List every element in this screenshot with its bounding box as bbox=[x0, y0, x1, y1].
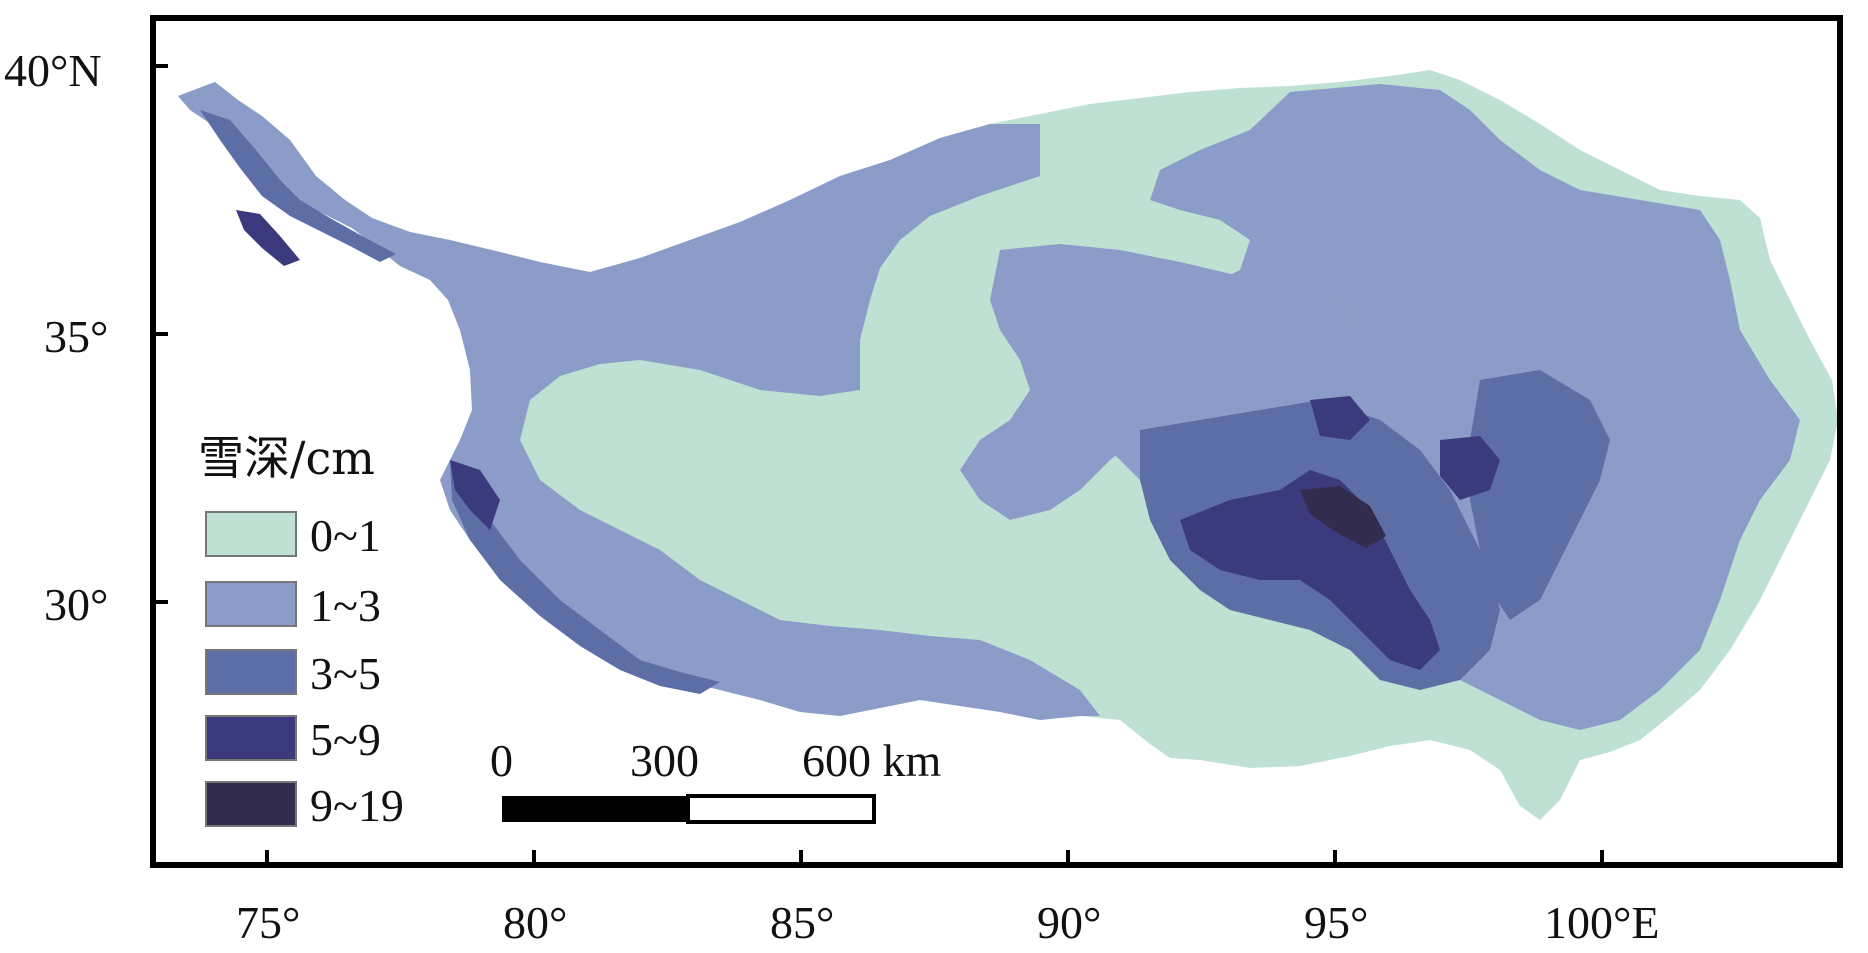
legend-swatch-9-19 bbox=[205, 781, 297, 827]
scale-tick-300: 300 bbox=[630, 735, 699, 786]
legend-label-1-3: 1~3 bbox=[310, 580, 381, 631]
y-tick-35: 35° bbox=[44, 311, 108, 362]
legend-label-0-1: 0~1 bbox=[310, 510, 381, 561]
scale-bar: 0 300 600 km bbox=[490, 735, 942, 824]
scale-bar-white bbox=[686, 794, 876, 824]
scale-tick-600: 600 km bbox=[802, 735, 942, 786]
x-tick-85: 85° bbox=[770, 897, 834, 948]
axis-ticks bbox=[153, 64, 1604, 865]
legend-label-9-19: 9~19 bbox=[310, 780, 404, 831]
legend-swatch-5-9 bbox=[205, 715, 297, 761]
legend-label-5-9: 5~9 bbox=[310, 714, 381, 765]
scale-bar-black bbox=[502, 796, 688, 822]
snow-region-1-3-west bbox=[178, 82, 1100, 720]
snow-region-9-19 bbox=[1300, 486, 1386, 548]
snow-region-5-9-wrim bbox=[450, 460, 500, 530]
snow-region-5-9-nw bbox=[236, 210, 300, 266]
y-tick-30: 30° bbox=[44, 579, 108, 630]
snow-region-3-5-west-rim bbox=[450, 460, 720, 694]
snow-region-5-9-east bbox=[1440, 436, 1500, 500]
legend-swatch-0-1 bbox=[205, 511, 297, 557]
map-frame bbox=[150, 15, 1843, 868]
x-tick-100: 100°E bbox=[1544, 897, 1660, 948]
snow-region-1-3-east bbox=[1080, 84, 1800, 730]
x-tick-90: 90° bbox=[1037, 897, 1101, 948]
snow-region-3-5-nw bbox=[200, 110, 396, 262]
legend-swatch-1-3 bbox=[205, 581, 297, 627]
legend-title: 雪深/cm bbox=[198, 431, 375, 485]
x-tick-95: 95° bbox=[1304, 897, 1368, 948]
snow-region-3-5-east bbox=[1470, 370, 1610, 620]
x-tick-75: 75° bbox=[236, 897, 300, 948]
legend-swatch-3-5 bbox=[205, 649, 297, 695]
legend: 雪深/cm 0~1 1~3 3~5 5~9 9~19 bbox=[198, 431, 404, 831]
map-area bbox=[178, 70, 1838, 820]
scale-tick-0: 0 bbox=[490, 735, 513, 786]
snow-region-5-9-north bbox=[1310, 396, 1370, 440]
legend-label-3-5: 3~5 bbox=[310, 648, 381, 699]
snow-region-1-3-central bbox=[960, 244, 1360, 520]
x-tick-80: 80° bbox=[503, 897, 567, 948]
y-tick-40: 40°N bbox=[4, 45, 102, 96]
